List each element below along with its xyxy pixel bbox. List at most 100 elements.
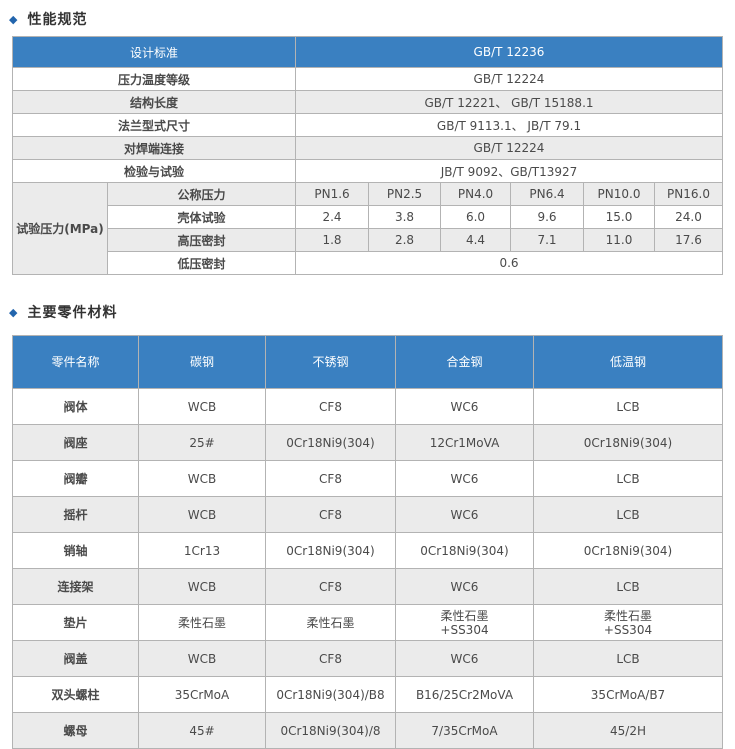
pressure-value: 1.8 bbox=[295, 228, 370, 252]
table-row: 结构长度 GB/T 12221、 GB/T 15188.1 bbox=[11, 90, 723, 114]
pressure-value: 17.6 bbox=[654, 228, 723, 252]
spec-row-value: GB/T 12221、 GB/T 15188.1 bbox=[295, 90, 723, 114]
table-row: 阀瓣 WCB CF8 WC6 LCB bbox=[12, 460, 723, 497]
part-name: 阀座 bbox=[12, 424, 139, 461]
material-value: LCB bbox=[533, 460, 723, 497]
test-pressure-group-label: 试验压力(MPa) bbox=[12, 182, 108, 275]
pressure-row-label: 公称压力 bbox=[106, 182, 297, 206]
table-row: 检验与试验 JB/T 9092、GB/T13927 bbox=[11, 159, 723, 183]
section-title-text: 性能规范 bbox=[27, 12, 88, 28]
pressure-row-label: 低压密封 bbox=[106, 251, 297, 275]
section-title-performance: ◆ 性能规范 bbox=[9, 9, 735, 29]
pressure-value: 2.8 bbox=[368, 228, 442, 252]
material-value: 柔性石墨 +SS304 bbox=[533, 604, 723, 641]
material-value: CF8 bbox=[265, 568, 396, 605]
material-value: 7/35CrMoA bbox=[395, 712, 534, 749]
material-value: CF8 bbox=[265, 640, 396, 677]
spec-row-value: GB/T 12224 bbox=[295, 136, 723, 160]
materials-header: 碳钢 bbox=[138, 335, 266, 389]
material-value: 0Cr18Ni9(304) bbox=[533, 424, 723, 461]
spec-row-label: 法兰型式尺寸 bbox=[11, 113, 297, 137]
spec-row-label: 压力温度等级 bbox=[11, 67, 297, 91]
material-value: LCB bbox=[533, 496, 723, 533]
table-row-pressure-nominal: 试验压力(MPa) 公称压力 PN1.6 PN2.5 PN4.0 PN6.4 P… bbox=[12, 182, 723, 275]
material-value: WCB bbox=[138, 460, 266, 497]
material-value: 0Cr18Ni9(304) bbox=[265, 424, 396, 461]
materials-header: 零件名称 bbox=[12, 335, 139, 389]
part-name: 销轴 bbox=[12, 532, 139, 569]
part-name: 阀盖 bbox=[12, 640, 139, 677]
materials-header: 合金钢 bbox=[395, 335, 534, 389]
material-value: WC6 bbox=[395, 460, 534, 497]
material-value: WC6 bbox=[395, 568, 534, 605]
table-row-pressure-lowseal: 低压密封 0.6 bbox=[13, 251, 723, 275]
spec-page: ◆ 性能规范 设计标准 GB/T 12236 压力温度等级 GB/T 12224… bbox=[0, 9, 735, 749]
material-value: 柔性石墨 +SS304 bbox=[395, 604, 534, 641]
pressure-value: PN1.6 bbox=[295, 182, 370, 206]
material-value: 0Cr18Ni9(304)/8 bbox=[265, 712, 396, 749]
material-value: B16/25Cr2MoVA bbox=[395, 676, 534, 713]
material-value: 25# bbox=[138, 424, 266, 461]
section-title-text: 主要零件材料 bbox=[27, 305, 118, 321]
material-value: CF8 bbox=[265, 460, 396, 497]
pressure-value: 4.4 bbox=[440, 228, 512, 252]
material-value: 35CrMoA bbox=[138, 676, 266, 713]
pressure-value: 7.1 bbox=[510, 228, 585, 252]
table-row: 双头螺柱 35CrMoA 0Cr18Ni9(304)/B8 B16/25Cr2M… bbox=[12, 676, 723, 713]
pressure-value: PN16.0 bbox=[654, 182, 723, 206]
material-value: 柔性石墨 bbox=[138, 604, 266, 641]
pressure-value: 6.0 bbox=[440, 205, 512, 229]
table-row: 螺母 45# 0Cr18Ni9(304)/8 7/35CrMoA 45/2H bbox=[12, 712, 723, 749]
spec-row-value: JB/T 9092、GB/T13927 bbox=[295, 159, 723, 183]
material-value: 0Cr18Ni9(304)/B8 bbox=[265, 676, 396, 713]
table-row-pressure-highseal: 高压密封 1.8 2.8 4.4 7.1 11.0 17.6 bbox=[13, 228, 723, 252]
material-value: CF8 bbox=[265, 496, 396, 533]
pressure-value: 11.0 bbox=[583, 228, 656, 252]
table-row: 摇杆 WCB CF8 WC6 LCB bbox=[12, 496, 723, 533]
table-header-row: 设计标准 GB/T 12236 bbox=[11, 36, 723, 68]
material-value: 0Cr18Ni9(304) bbox=[395, 532, 534, 569]
part-name: 连接架 bbox=[12, 568, 139, 605]
material-value: 1Cr13 bbox=[138, 532, 266, 569]
pressure-value: PN4.0 bbox=[440, 182, 512, 206]
part-name: 垫片 bbox=[12, 604, 139, 641]
pressure-value: 9.6 bbox=[510, 205, 585, 229]
materials-table: 零件名称 碳钢 不锈钢 合金钢 低温钢 阀体 WCB CF8 WC6 LCB 阀… bbox=[12, 335, 723, 749]
pressure-row-label: 壳体试验 bbox=[106, 205, 297, 229]
material-value: LCB bbox=[533, 568, 723, 605]
table-row: 连接架 WCB CF8 WC6 LCB bbox=[12, 568, 723, 605]
pressure-row-label: 高压密封 bbox=[106, 228, 297, 252]
material-value: 0Cr18Ni9(304) bbox=[533, 532, 723, 569]
pressure-value: 2.4 bbox=[295, 205, 370, 229]
table-row: 阀体 WCB CF8 WC6 LCB bbox=[12, 388, 723, 425]
table-row: 对焊端连接 GB/T 12224 bbox=[11, 136, 723, 160]
table-row: 垫片 柔性石墨 柔性石墨 柔性石墨 +SS304 柔性石墨 +SS304 bbox=[12, 604, 723, 641]
pressure-value: PN6.4 bbox=[510, 182, 585, 206]
table-row: 阀盖 WCB CF8 WC6 LCB bbox=[12, 640, 723, 677]
pressure-value: 24.0 bbox=[654, 205, 723, 229]
table-row-pressure-shell: 壳体试验 2.4 3.8 6.0 9.6 15.0 24.0 bbox=[13, 205, 723, 229]
material-value: WCB bbox=[138, 640, 266, 677]
material-value: 45# bbox=[138, 712, 266, 749]
spec-row-label: 检验与试验 bbox=[11, 159, 297, 183]
section-title-materials: ◆ 主要零件材料 bbox=[9, 302, 735, 322]
part-name: 阀体 bbox=[12, 388, 139, 425]
material-value: 12Cr1MoVA bbox=[395, 424, 534, 461]
material-value: WCB bbox=[138, 496, 266, 533]
part-name: 摇杆 bbox=[12, 496, 139, 533]
table-row: 压力温度等级 GB/T 12224 bbox=[11, 67, 723, 91]
material-value: CF8 bbox=[265, 388, 396, 425]
performance-spec-table: 设计标准 GB/T 12236 压力温度等级 GB/T 12224 结构长度 G… bbox=[11, 36, 723, 275]
part-name: 阀瓣 bbox=[12, 460, 139, 497]
materials-header: 不锈钢 bbox=[265, 335, 396, 389]
spec-row-value: GB/T 12224 bbox=[295, 67, 723, 91]
table-header-row: 零件名称 碳钢 不锈钢 合金钢 低温钢 bbox=[12, 335, 723, 389]
pressure-value: PN10.0 bbox=[583, 182, 656, 206]
diamond-bullet-icon: ◆ bbox=[9, 305, 19, 319]
part-name: 双头螺柱 bbox=[12, 676, 139, 713]
materials-header: 低温钢 bbox=[533, 335, 723, 389]
material-value: 45/2H bbox=[533, 712, 723, 749]
table-row: 法兰型式尺寸 GB/T 9113.1、 JB/T 79.1 bbox=[11, 113, 723, 137]
pressure-value: PN2.5 bbox=[368, 182, 442, 206]
table-row: 销轴 1Cr13 0Cr18Ni9(304) 0Cr18Ni9(304) 0Cr… bbox=[12, 532, 723, 569]
